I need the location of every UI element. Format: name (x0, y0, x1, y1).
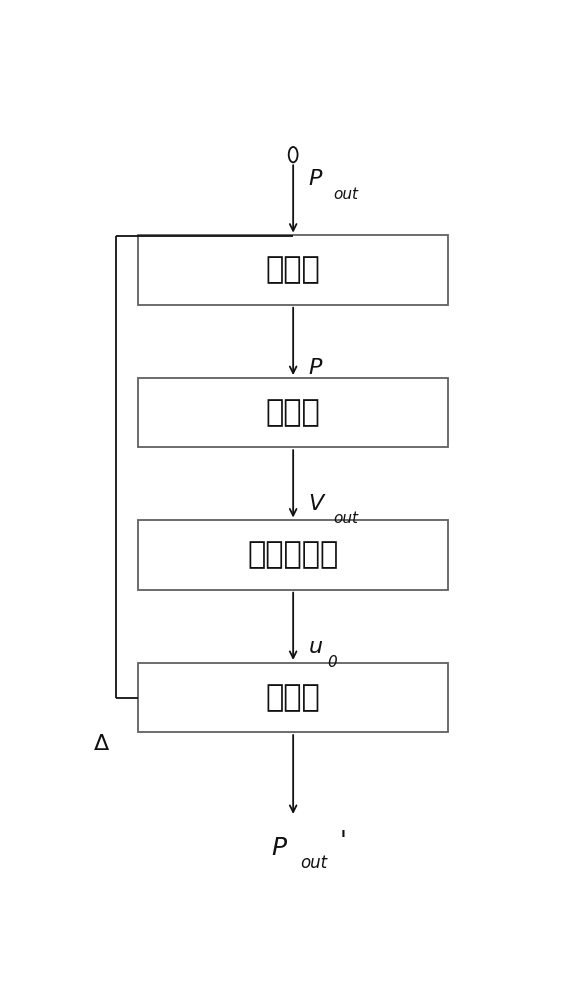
Text: P: P (309, 169, 322, 189)
Text: $\Delta$: $\Delta$ (93, 734, 110, 754)
Text: ': ' (340, 829, 347, 853)
Text: out: out (300, 854, 327, 872)
Bar (138, 520, 448, 590)
Text: 0: 0 (327, 655, 337, 670)
Bar (138, 378, 448, 447)
Text: out: out (333, 511, 358, 526)
Text: 运算放大器: 运算放大器 (248, 541, 339, 570)
Text: u: u (309, 637, 323, 657)
Text: 衰减器: 衰减器 (266, 683, 320, 712)
Text: V: V (309, 494, 324, 514)
Text: P: P (271, 836, 286, 860)
Text: 耦合器: 耦合器 (266, 256, 320, 285)
Text: 检波器: 检波器 (266, 398, 320, 427)
Bar (138, 235, 448, 305)
Bar (138, 663, 448, 732)
Text: P: P (309, 358, 322, 378)
Text: out: out (333, 187, 358, 202)
